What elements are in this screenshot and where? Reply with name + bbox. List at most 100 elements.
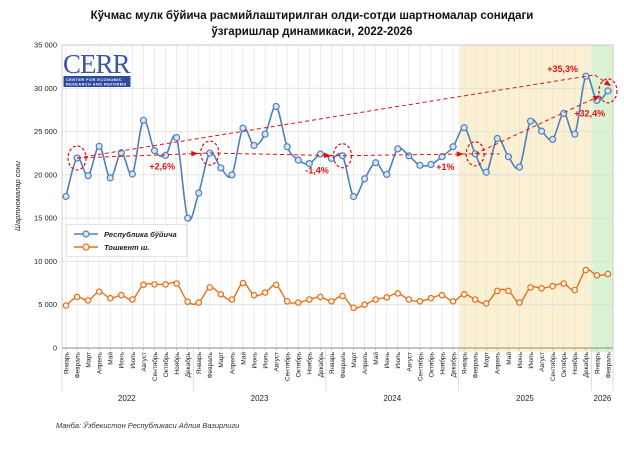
x-tick-label: Июнь — [119, 351, 126, 368]
annotation-label: +1% — [436, 162, 454, 172]
series-tashkent-marker — [350, 304, 357, 312]
series-republic-marker — [549, 135, 557, 143]
series-tashkent-marker — [206, 284, 214, 291]
series-republic-marker — [537, 127, 546, 135]
series-tashkent-marker — [560, 280, 568, 287]
x-tick-label: Май — [107, 352, 115, 365]
series-tashkent-marker — [604, 270, 612, 278]
x-tick-label: Июль — [395, 351, 402, 368]
series-republic-marker — [62, 192, 70, 201]
x-tick-label: Октябрь — [295, 351, 303, 377]
chart-title: Кўчмас мулк бўйича расмийлаштирилган олд… — [0, 9, 624, 40]
x-tick-label: Август — [406, 352, 413, 372]
x-tick-label: Январь — [329, 351, 336, 374]
series-republic-marker — [515, 163, 524, 171]
trend-arrow-icon — [323, 152, 332, 159]
series-tashkent-marker — [516, 299, 523, 306]
legend-swatch-tashkent — [74, 243, 98, 251]
x-tick-label: Сентябрь — [416, 351, 424, 381]
series-tashkent-marker — [173, 280, 180, 287]
year-label: 2026 — [594, 394, 612, 403]
series-republic-marker — [195, 189, 203, 197]
y-axis-title: Шартномалар сони — [13, 160, 22, 231]
series-tashkent-marker — [62, 302, 70, 309]
year-label: 2025 — [516, 394, 534, 403]
x-tick-label: Июль — [528, 351, 535, 368]
series-republic-marker — [504, 153, 512, 161]
series-republic-marker — [250, 141, 258, 150]
y-tick-label: 35 000 — [34, 41, 57, 50]
series-tashkent-marker — [317, 293, 324, 301]
chart-title-line1: Кўчмас мулк бўйича расмийлаштирилган олд… — [90, 10, 534, 22]
series-republic-marker — [95, 142, 103, 150]
series-republic-marker — [283, 143, 291, 151]
series-republic-marker — [449, 143, 457, 151]
legend-item-republic: Республика бўйича — [73, 229, 177, 239]
cerr-logo-text: CERR — [63, 49, 131, 79]
series-republic-marker — [372, 159, 380, 167]
series-republic-marker — [150, 147, 159, 155]
cerr-logo-subtitle-line1: CENTER FOR ECONOMIC — [66, 78, 122, 82]
x-tick-label: Февраль — [473, 351, 480, 378]
cerr-logo-band — [63, 76, 131, 87]
x-tick-label: Ноябрь — [571, 351, 579, 374]
x-tick-label: Март — [218, 352, 225, 368]
series-tashkent-marker — [571, 286, 579, 294]
series-tashkent-marker — [482, 300, 490, 307]
x-tick-label: Февраль — [605, 351, 612, 378]
y-tick-labels: 0 5 000 10 000 15 000 20 000 25 000 30 000 35 0… — [13, 41, 57, 353]
series-tashkent-marker — [195, 299, 203, 306]
x-tick-label: Октябрь — [162, 351, 170, 377]
x-tick-label: Август — [539, 352, 546, 372]
series-tashkent-marker — [228, 296, 236, 303]
series-tashkent-marker — [582, 266, 590, 274]
legend-item-tashkent: Тошкент ш. — [73, 242, 177, 252]
x-tick-label: Январь — [196, 351, 203, 374]
x-tick-label: Сентябрь — [284, 351, 292, 381]
series-tashkent-marker — [361, 301, 368, 309]
x-tick-label: Март — [351, 352, 358, 368]
x-tick-label: Сентябрь — [151, 351, 159, 381]
annotation-label: -1,4% — [305, 166, 329, 176]
series-republic-marker — [184, 214, 192, 222]
series-tashkent-marker — [95, 288, 103, 296]
series-republic-marker — [526, 117, 535, 125]
series-republic-marker — [383, 170, 391, 179]
series-republic-marker — [349, 192, 358, 201]
series-republic-marker — [571, 130, 579, 138]
x-tick-label: Февраль — [340, 351, 347, 378]
series-republic-marker — [261, 130, 269, 138]
series-tashkent-marker — [460, 291, 468, 298]
chart-title-line2: ўзгаришлар динамикаси, 2022-2026 — [211, 25, 413, 38]
series-republic-marker — [460, 124, 468, 132]
series-republic-marker — [272, 102, 280, 111]
series-republic-marker — [161, 151, 170, 159]
x-tick-label: Ноябрь — [306, 351, 314, 374]
series-tashkent-marker — [394, 290, 402, 297]
series-tashkent-marker — [593, 271, 601, 279]
chart-legend: Республика бўйича Тошкент ш. — [66, 224, 187, 257]
x-tick-label: Июнь — [517, 351, 524, 368]
series-republic-marker — [493, 134, 501, 143]
y-tick-label: 15 000 — [34, 214, 57, 223]
x-tick-label: Январь — [462, 351, 469, 374]
annotation-label: +2,6% — [149, 162, 175, 172]
y-tick-label: 0 — [53, 344, 57, 353]
x-tick-label: Ноябрь — [173, 351, 181, 374]
x-tick-label: Июль — [262, 351, 269, 368]
x-tick-label: Декабрь — [317, 351, 325, 377]
highlight-circle — [200, 140, 220, 166]
series-tashkent-marker — [505, 287, 512, 295]
feb-connector-line — [77, 152, 500, 159]
year-label: 2023 — [251, 394, 269, 403]
annotation-label: +32,4% — [574, 108, 605, 118]
y-tick-label: 10 000 — [34, 257, 57, 266]
series-republic-marker — [173, 134, 181, 142]
legend-marker-tashkent-icon — [82, 243, 90, 251]
series-republic-marker — [482, 168, 490, 176]
series-republic-marker — [239, 124, 247, 132]
highlight-circle — [598, 78, 618, 104]
source-note: Манба: Ўзбекистон Республикаси Адлия Ваз… — [56, 421, 240, 430]
x-tick-label: Май — [505, 352, 513, 365]
